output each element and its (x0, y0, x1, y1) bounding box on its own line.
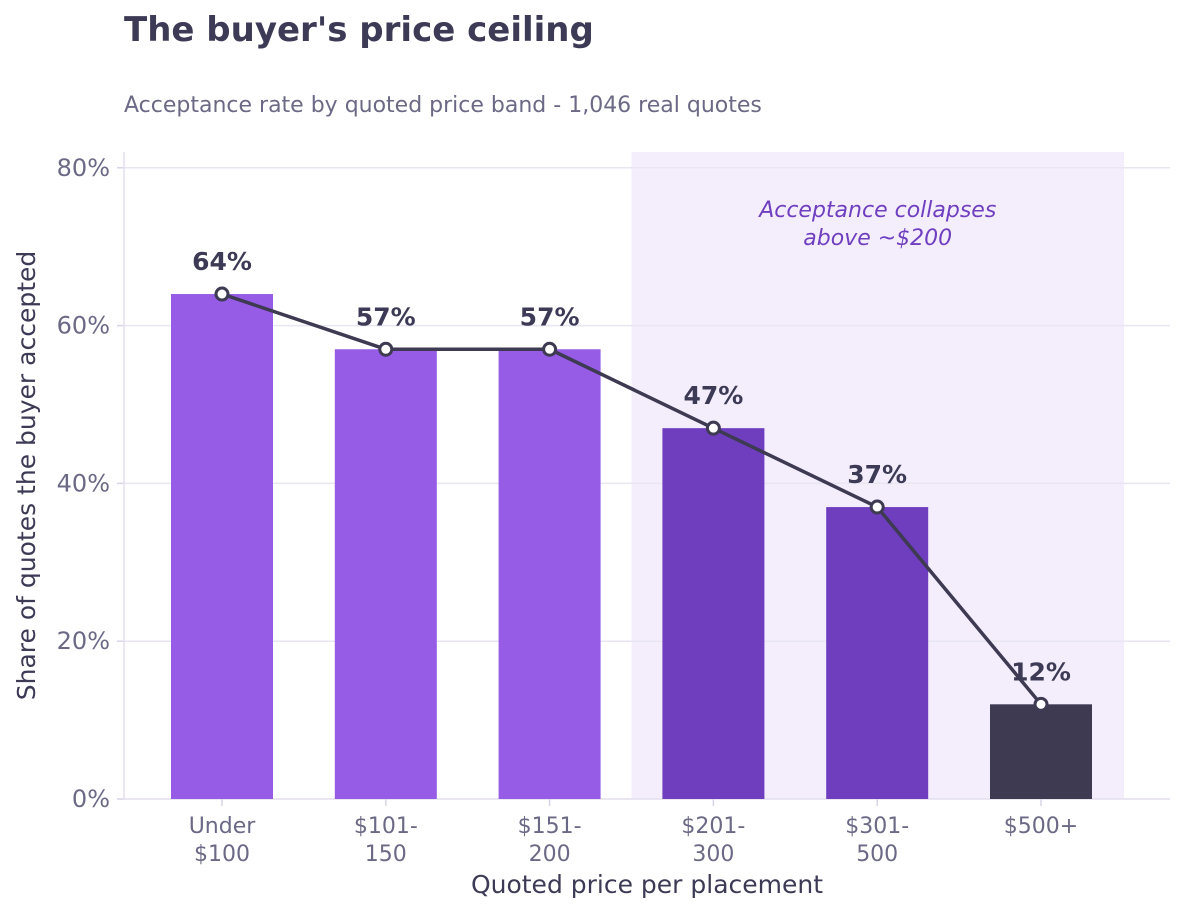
bar (334, 349, 437, 799)
data-label: 57% (356, 302, 416, 331)
data-label: 47% (683, 381, 743, 410)
bar (171, 294, 273, 799)
x-tick-label: $151-200 (518, 814, 582, 867)
x-axis-title: Quoted price per placement (471, 870, 823, 899)
bar (662, 428, 765, 799)
annotation-text: above ~$200 (803, 226, 952, 251)
y-axis-title: Share of quotes the buyer accepted (12, 251, 41, 701)
bar (826, 507, 929, 799)
data-point (705, 420, 721, 436)
x-tick-label: $301-500 (845, 814, 909, 867)
trend-line (221, 292, 1043, 706)
x-tick-label: $500+ (1004, 814, 1078, 839)
bar (498, 349, 601, 799)
annotation-text: Acceptance collapses (757, 198, 996, 223)
y-tick-label: 20% (57, 627, 110, 655)
data-label: 37% (847, 460, 907, 489)
chart-subtitle: Acceptance rate by quoted price band - 1… (124, 93, 762, 118)
x-tick-label: $101-150 (354, 814, 418, 867)
y-tick-label: 40% (57, 469, 110, 497)
data-point (1033, 696, 1049, 712)
x-tick-label: Under $100 (189, 814, 257, 867)
data-label: 64% (192, 247, 252, 276)
y-tick-label: 0% (72, 785, 110, 813)
data-label: 12% (1011, 657, 1071, 686)
data-label: 57% (520, 302, 580, 331)
data-point (378, 341, 394, 357)
y-tick-label: 80% (57, 154, 110, 182)
y-tick-label: 60% (57, 312, 110, 340)
data-point (214, 286, 230, 302)
x-tick-label: $201-300 (681, 814, 745, 867)
data-point (542, 341, 558, 357)
bar (990, 704, 1092, 799)
chart-title: The buyer's price ceiling (124, 10, 594, 50)
data-point (869, 499, 885, 515)
